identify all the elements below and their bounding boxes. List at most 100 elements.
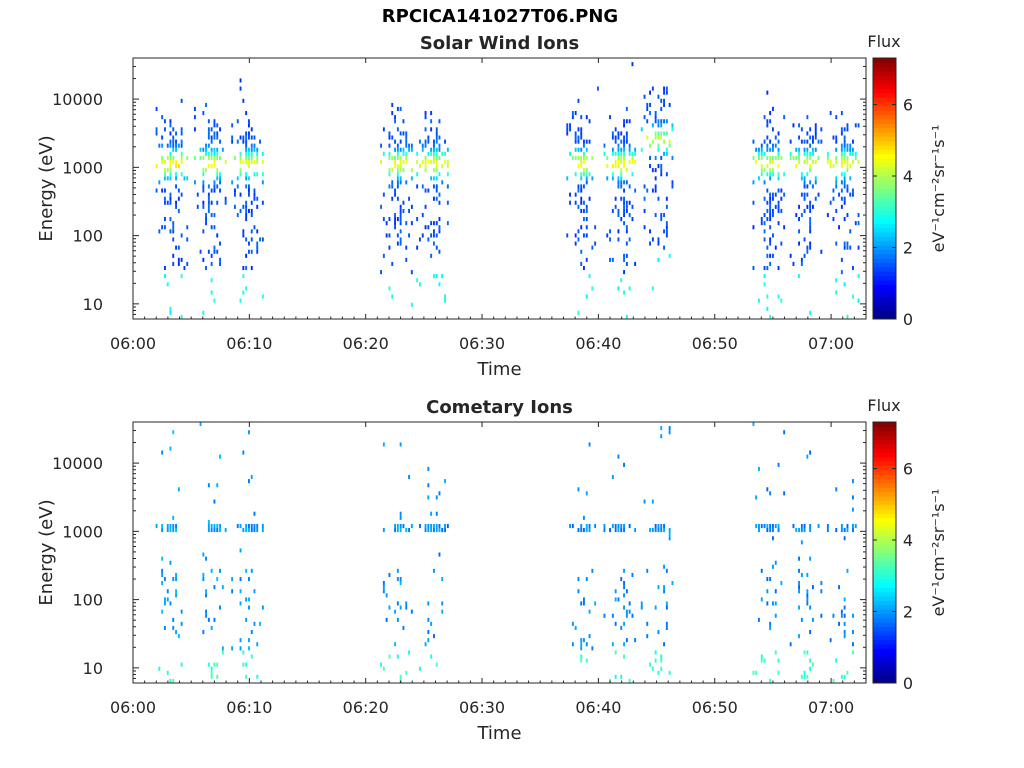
spectrogram-cell [207,208,210,213]
spectrogram-cell [806,172,809,177]
spectrogram-cell [399,577,402,582]
spectrogram-cell [760,524,763,529]
spectrogram-cell [657,119,660,124]
spectrogram-cell [843,674,846,679]
spectrogram-cell [628,184,631,189]
colorbar-segment [873,482,896,488]
spectrogram-cell [814,160,817,165]
spectrogram-cell [177,164,180,169]
spectrogram-cell [175,204,177,209]
spectrogram-cell [175,528,177,533]
spectrogram-cell [202,155,205,160]
spectrogram-cell [625,200,628,205]
colorbar-segment [873,158,896,163]
spectrogram-cell [242,662,245,667]
y-tick-label: 10 [83,295,103,314]
colorbar-segment [873,635,896,640]
spectrogram-cell [585,168,588,173]
spectrogram-cell [427,188,430,193]
spectrogram-cell [843,147,846,152]
spectrogram-cell [583,184,585,189]
spectrogram-cell [248,151,250,156]
spectrogram-cell [840,524,843,529]
spectrogram-cell [408,196,410,201]
spectrogram-cell [585,147,588,152]
spectrogram-cell [809,127,812,132]
spectrogram-cell [577,155,580,160]
colorbar-segment [873,84,896,89]
spectrogram-cell [660,528,663,533]
spectrogram-cell [239,155,242,160]
spectrogram-cell [242,274,245,279]
spectrogram-cell [396,184,399,189]
spectrogram-cell [399,241,402,246]
spectrogram-cell [175,524,177,529]
spectrogram-cell [769,168,772,173]
spectrogram-cell [623,642,625,647]
spectrogram-cell [625,314,628,319]
spectrogram-cell [166,597,169,602]
spectrogram-cell [663,245,665,250]
spectrogram-cell [207,164,210,169]
spectrogram-cell [852,147,854,152]
spectrogram-cell [388,572,391,577]
spectrogram-cell [809,241,812,246]
spectrogram-cell [416,278,419,283]
spectrogram-cell [250,213,253,218]
spectrogram-cell [169,119,172,124]
colorbar-title: Flux [867,396,900,415]
spectrogram-cell [155,106,158,111]
spectrogram-cell [640,601,643,606]
spectrogram-cell [419,524,421,529]
spectrogram-cell [843,605,846,610]
spectrogram-cell [625,180,628,185]
spectrogram-cell [219,257,221,262]
spectrogram-cell [631,217,634,222]
spectrogram-cell [651,528,654,533]
spectrogram-cell [219,180,221,185]
spectrogram-cell [166,155,169,160]
spectrogram-cell [446,172,449,177]
colorbar-segment [873,253,896,259]
spectrogram-cell [207,135,210,140]
spectrogram-cell [763,274,766,279]
spectrogram-cell [180,143,183,148]
spectrogram-cell [774,560,777,565]
y-tick-label: 100 [72,227,103,246]
spectrogram-cell [427,630,430,635]
spectrogram-cell [806,155,809,160]
spectrogram-cell [772,155,774,160]
spectrogram-cell [416,184,419,189]
spectrogram-cell [840,188,843,193]
spectrogram-cell [777,204,780,209]
colorbar-segment [873,127,896,133]
spectrogram-cell [654,111,657,116]
spectrogram-cell [657,585,660,590]
spectrogram-cell [766,200,769,205]
spectrogram-cell [585,139,588,144]
spectrogram-cell [186,176,189,181]
spectrogram-cell [617,176,620,181]
spectrogram-cell [574,131,577,136]
spectrogram-cell [169,164,172,169]
spectrogram-cell [391,294,394,299]
colorbar-segment [873,609,896,614]
spectrogram-cell [585,491,588,496]
spectrogram-cell [245,111,248,116]
spectrogram-cell [574,111,577,116]
spectrogram-cell [585,524,588,529]
spectrogram-cell [180,314,183,319]
spectrogram-cell [840,151,843,156]
spectrogram-cell [766,306,769,311]
spectrogram-cell [583,515,585,520]
spectrogram-cell [814,127,817,132]
spectrogram-cell [846,245,849,250]
colorbar-segment [873,288,896,294]
spectrogram-cell [239,86,242,91]
spectrogram-cell [628,119,631,124]
spectrogram-cell [620,168,623,173]
spectrogram-cell [169,446,172,451]
spectrogram-cell [594,601,597,606]
spectrogram-cell [620,184,623,189]
